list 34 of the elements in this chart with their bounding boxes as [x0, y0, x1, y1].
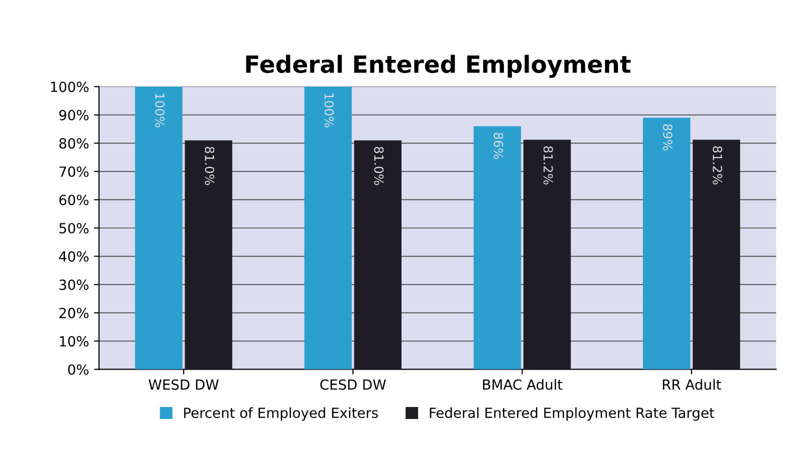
y-tick-label: 0%: [68, 364, 89, 375]
bar: [354, 140, 402, 370]
data-label: 81.2%: [712, 146, 722, 184]
bar: [304, 86, 352, 370]
y-tick-label: 60%: [59, 194, 89, 206]
x-tick-label: BMAC Adult: [483, 379, 562, 390]
bar: [135, 86, 182, 370]
bar: [642, 118, 690, 370]
y-tick-label: 40%: [59, 251, 89, 262]
y-tick-label: 80%: [59, 138, 89, 149]
x-tick-label: RR Adult: [662, 379, 722, 390]
y-tick-label: 30%: [59, 280, 89, 290]
x-tick-label: CESD DW: [320, 379, 386, 390]
legend-label: Percent of Employed Exiters: [184, 407, 378, 421]
bar: [692, 140, 740, 370]
legend-label: Federal Entered Employment Rate Target: [430, 407, 714, 421]
bar: [474, 126, 522, 370]
y-tick-label: 50%: [59, 222, 89, 234]
data-label: 86%: [494, 132, 504, 159]
data-label: 81.0%: [374, 146, 384, 186]
y-tick-label: 10%: [60, 336, 89, 347]
x-tick-label: WESD DW: [148, 379, 219, 390]
data-label: 81.2%: [543, 146, 553, 184]
bar: [523, 140, 571, 370]
y-tick-label: 20%: [59, 308, 89, 318]
bar: [184, 140, 232, 370]
chart-title: Federal Entered Employment: [246, 54, 631, 78]
y-tick-label: 90%: [59, 110, 89, 120]
data-label: 81.0%: [204, 146, 214, 186]
data-label: 100%: [324, 94, 334, 128]
y-tick-label: 100%: [51, 82, 89, 92]
data-label: 100%: [155, 94, 165, 128]
y-tick-label: 70%: [60, 166, 89, 177]
data-label: 89%: [663, 124, 672, 150]
